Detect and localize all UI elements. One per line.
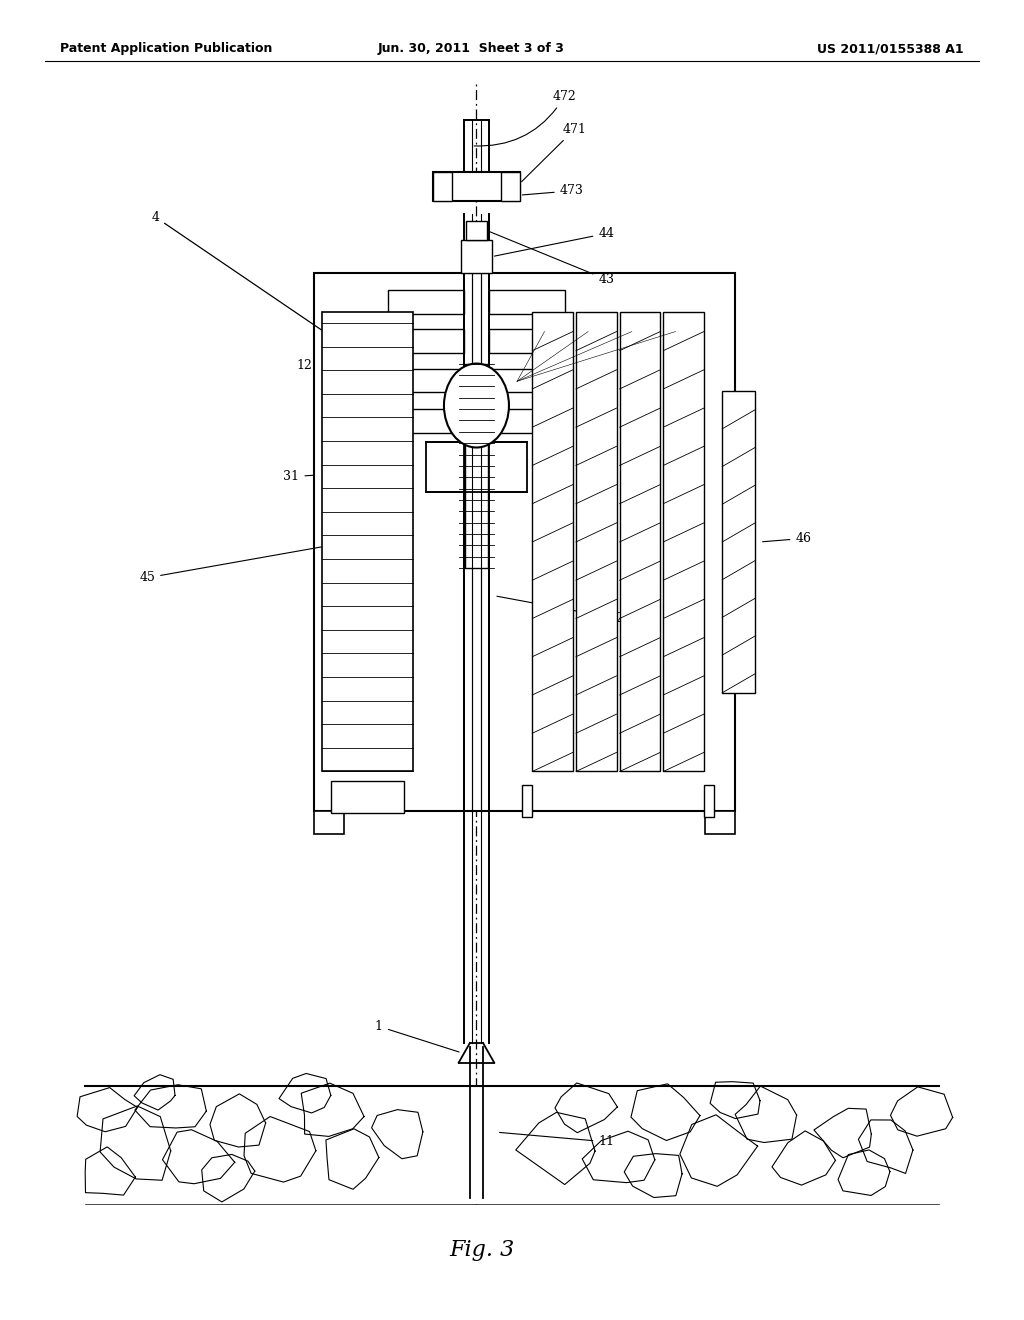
Bar [705,810,735,834]
Text: 41: 41 [319,442,453,466]
Text: 471: 471 [521,123,587,182]
Text: 43: 43 [489,231,614,286]
Text: 46: 46 [763,532,811,545]
Bar [466,220,486,240]
Bar [85,1086,939,1204]
Bar [331,780,404,813]
Bar [426,442,464,492]
Text: 33: 33 [517,396,596,408]
Text: 31: 31 [284,467,423,483]
Text: Jun. 30, 2011  Sheet 3 of 3: Jun. 30, 2011 Sheet 3 of 3 [378,42,565,55]
Bar [489,409,565,433]
Bar [489,442,527,492]
Text: 4: 4 [152,211,331,337]
Text: 11: 11 [500,1133,614,1148]
Bar [323,313,414,771]
Text: 1: 1 [375,1020,459,1052]
Circle shape [444,363,509,447]
Text: 472: 472 [474,90,577,147]
Bar [433,172,452,201]
Text: Fig. 3: Fig. 3 [449,1239,514,1261]
Bar [314,810,344,834]
Text: 473: 473 [522,185,584,198]
Bar [620,313,660,771]
Bar [575,313,616,771]
Bar [461,240,492,273]
Text: Patent Application Publication: Patent Application Publication [60,42,272,55]
Bar [387,368,464,392]
Bar [465,363,487,568]
Text: US 2011/0155388 A1: US 2011/0155388 A1 [817,42,964,55]
Bar [502,172,519,201]
Bar [532,313,573,771]
Text: 42: 42 [497,597,625,624]
Bar [433,172,519,201]
Bar [489,330,565,352]
Text: 12: 12 [296,359,423,372]
Bar [489,290,565,314]
Bar [314,273,735,810]
Bar [387,330,464,352]
Bar [522,784,532,817]
Bar [489,368,565,392]
Bar [664,313,703,771]
Text: 45: 45 [139,541,345,585]
Bar [387,409,464,433]
Bar [722,391,755,693]
Text: 44: 44 [495,227,614,256]
Bar [703,784,714,817]
Bar [387,290,464,314]
